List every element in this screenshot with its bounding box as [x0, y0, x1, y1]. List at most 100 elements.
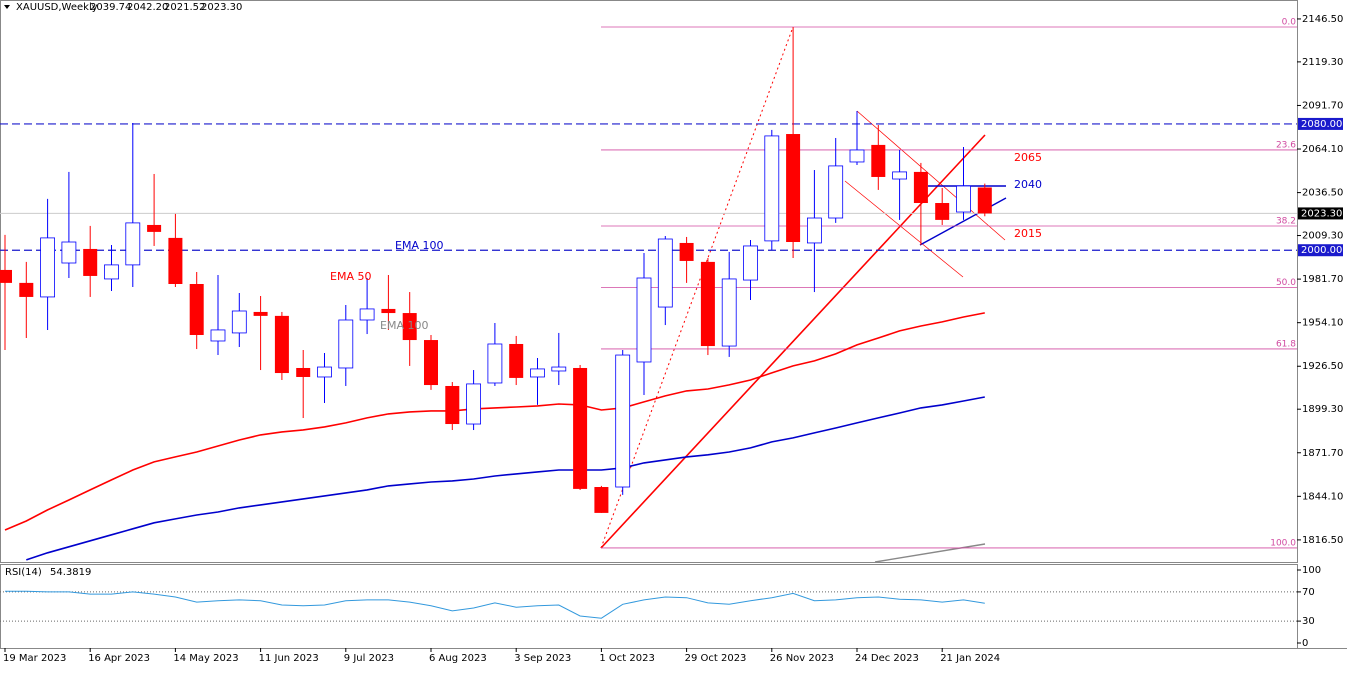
y-tick-label: 1844.10	[1302, 491, 1343, 502]
candle-body	[573, 367, 588, 489]
candle-body	[296, 367, 311, 377]
candle-body	[424, 340, 438, 386]
candle-body	[743, 245, 758, 281]
candle-body	[828, 165, 844, 219]
candle-body	[700, 261, 715, 347]
candle-body	[274, 315, 289, 374]
x-tick-label: 26 Nov 2023	[770, 653, 834, 664]
candle-body	[956, 185, 971, 213]
candle-body	[892, 171, 907, 180]
candle-body	[189, 283, 204, 335]
candle-body	[849, 149, 865, 163]
annotation: 2040	[1014, 178, 1042, 191]
level-label: 2080.00	[1301, 119, 1342, 130]
y-tick-label: 2064.10	[1302, 144, 1343, 155]
x-tick-label: 19 Mar 2023	[3, 653, 66, 664]
rsi-tick-label: 30	[1302, 616, 1315, 627]
rsi-tick-label: 0	[1302, 638, 1308, 649]
x-tick-label: 14 May 2023	[173, 653, 238, 664]
candle-body	[913, 171, 928, 204]
candle-body	[147, 224, 162, 232]
last-price-label: 2023.30	[1301, 208, 1342, 219]
candle-body	[679, 242, 694, 261]
rsi-value: 54.3819	[50, 567, 91, 578]
x-tick-label: 24 Dec 2023	[855, 653, 919, 664]
x-tick-label: 6 Aug 2023	[429, 653, 487, 664]
candle-body	[40, 237, 55, 298]
fib-label: 61.8	[1276, 339, 1296, 349]
candle-body	[168, 237, 183, 284]
level-box	[1298, 117, 1343, 130]
fib-label: 23.6	[1276, 140, 1296, 150]
x-tick-label: 11 Jun 2023	[259, 653, 319, 664]
fib-label: 38.2	[1276, 216, 1296, 226]
candle-body	[61, 241, 77, 264]
fib-label: 0.0	[1282, 17, 1297, 27]
candle-body	[253, 311, 268, 316]
y-tick-label: 2036.50	[1302, 188, 1343, 199]
candle-body	[19, 282, 34, 297]
candle-body	[615, 354, 631, 488]
quote-value: 2039.74	[90, 2, 131, 13]
level-label: 2000.00	[1301, 245, 1342, 256]
candle-body	[551, 366, 567, 372]
annotation: 2065	[1014, 151, 1042, 164]
candle-body	[338, 319, 354, 369]
candle-body	[317, 366, 332, 378]
menu-arrow[interactable]	[4, 5, 10, 9]
fib-label: 50.0	[1276, 278, 1296, 288]
candle-body	[871, 144, 886, 177]
y-tick-label: 2146.50	[1302, 14, 1343, 25]
x-tick-label: 21 Jan 2024	[940, 653, 1000, 664]
candle-body	[721, 278, 737, 347]
candle-body	[657, 238, 673, 308]
candle-body	[509, 343, 524, 378]
fib-label: 100.0	[1270, 538, 1296, 548]
candle-body	[0, 269, 12, 283]
ema-label: EMA 100	[395, 239, 443, 252]
candle-body	[210, 329, 226, 342]
rsi-title: RSI(14)	[5, 567, 42, 578]
rsi-tick-label: 100	[1302, 565, 1321, 576]
quote-value: 2021.52	[164, 2, 205, 13]
annotation: 2015	[1014, 227, 1042, 240]
candle-body	[786, 134, 801, 243]
annotation: EMA 100	[380, 319, 428, 332]
candle-body	[402, 313, 417, 341]
candle-body	[807, 217, 822, 244]
quote-value: 2023.30	[201, 2, 242, 13]
level-box	[1298, 244, 1343, 257]
candle-body	[764, 135, 780, 242]
y-tick-label: 2119.30	[1302, 57, 1343, 68]
rsi-frame	[0, 564, 1298, 649]
candle-body	[231, 310, 247, 334]
candle-body	[104, 264, 119, 280]
symbol: XAUUSD,Weekly	[16, 2, 98, 13]
rsi-tick-label: 70	[1302, 587, 1315, 598]
candle-body	[594, 487, 609, 513]
last-price-box	[1298, 207, 1343, 220]
quote-value: 2042.20	[127, 2, 168, 13]
x-tick-label: 1 Oct 2023	[599, 653, 654, 664]
y-tick-label: 1871.70	[1302, 448, 1343, 459]
rsi-line	[5, 590, 985, 619]
x-tick-label: 3 Sep 2023	[514, 653, 571, 664]
x-tick-label: 16 Apr 2023	[88, 653, 150, 664]
candle-body	[487, 343, 503, 384]
candle-body	[83, 248, 98, 276]
ema-label: EMA 50	[330, 270, 371, 283]
gray-line	[874, 543, 986, 563]
ema-line	[4, 312, 985, 531]
x-tick-label: 9 Jul 2023	[344, 653, 394, 664]
y-tick-label: 1981.70	[1302, 274, 1343, 285]
candle-body	[935, 203, 950, 220]
x-tick-label: 29 Oct 2023	[685, 653, 747, 664]
candle-body	[445, 385, 460, 425]
y-tick-label: 1926.50	[1302, 361, 1343, 372]
y-tick-label: 1816.50	[1302, 535, 1343, 546]
y-tick-label: 2091.70	[1302, 100, 1343, 111]
ema-line	[26, 396, 985, 561]
y-tick-label: 1954.10	[1302, 318, 1343, 329]
